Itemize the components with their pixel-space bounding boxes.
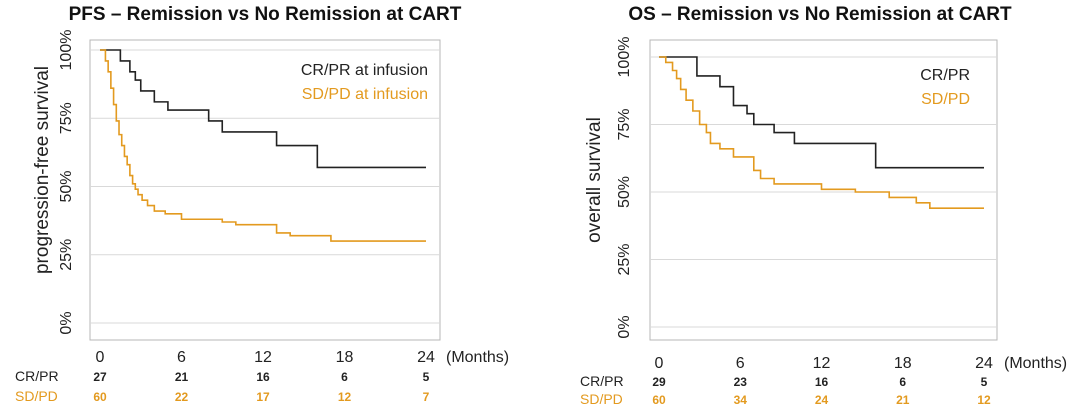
- risk-count: 17: [256, 390, 270, 404]
- y-tick-label: 0%: [616, 315, 633, 338]
- km-curve-sd-pd: [100, 49, 426, 242]
- risk-count: 24: [815, 393, 829, 407]
- km-curve-cr-pr: [100, 49, 426, 169]
- legend-entry-sd-pd: SD/PD at infusion: [302, 86, 428, 103]
- risk-count: 16: [256, 370, 270, 384]
- x-tick-label: 18: [894, 355, 912, 372]
- risk-count: 5: [423, 370, 430, 384]
- y-tick-label: 75%: [616, 108, 633, 140]
- chart-panel-os: OS – Remission vs No Remission at CART 0%…: [580, 4, 1067, 407]
- x-tick-label: 0: [96, 349, 105, 366]
- y-tick-label: 100%: [616, 37, 633, 78]
- risk-row-label: SD/PD: [580, 391, 623, 407]
- x-tick-label: 12: [254, 349, 272, 366]
- km-curve-sd-pd: [659, 56, 984, 209]
- x-axis-unit-label: (Months): [446, 349, 509, 366]
- risk-count: 7: [423, 390, 430, 404]
- plot-frame: [89, 39, 441, 341]
- risk-row-label: SD/PD: [15, 388, 58, 404]
- chart-panel-pfs: PFS – Remission vs No Remission at CART 0…: [15, 4, 509, 404]
- risk-count: 34: [734, 393, 748, 407]
- risk-count: 6: [341, 370, 348, 384]
- risk-count: 21: [175, 370, 189, 384]
- risk-row-label: CR/PR: [15, 368, 59, 384]
- chart-title: PFS – Remission vs No Remission at CART: [69, 4, 462, 25]
- risk-count: 23: [734, 375, 748, 389]
- legend-entry-cr-pr: CR/PR: [920, 67, 970, 84]
- risk-count: 22: [175, 390, 189, 404]
- plot-frame: [649, 39, 998, 341]
- y-axis-label: overall survival: [584, 117, 605, 243]
- x-tick-label: 6: [736, 355, 745, 372]
- x-tick-label: 24: [417, 349, 435, 366]
- y-tick-label: 50%: [58, 170, 75, 202]
- risk-count: 12: [338, 390, 352, 404]
- x-axis-unit-label: (Months): [1004, 355, 1067, 372]
- risk-count: 5: [981, 375, 988, 389]
- legend-entry-sd-pd: SD/PD: [921, 91, 970, 108]
- risk-count: 6: [899, 375, 906, 389]
- risk-count: 16: [815, 375, 829, 389]
- y-axis-label: progression-free survival: [32, 66, 53, 274]
- y-tick-label: 0%: [58, 311, 75, 334]
- y-tick-label: 25%: [58, 239, 75, 271]
- risk-count: 21: [896, 393, 910, 407]
- y-tick-label: 50%: [616, 176, 633, 208]
- y-tick-label: 25%: [616, 243, 633, 275]
- risk-count: 27: [93, 370, 107, 384]
- x-tick-label: 12: [813, 355, 831, 372]
- chart-title: OS – Remission vs No Remission at CART: [628, 4, 1012, 25]
- risk-count: 60: [93, 390, 107, 404]
- x-tick-label: 0: [655, 355, 664, 372]
- km-curve-cr-pr: [659, 56, 984, 169]
- x-tick-label: 6: [177, 349, 186, 366]
- y-tick-label: 75%: [58, 102, 75, 134]
- risk-count: 60: [652, 393, 666, 407]
- x-tick-label: 24: [975, 355, 993, 372]
- risk-row-label: CR/PR: [580, 373, 624, 389]
- x-tick-label: 18: [336, 349, 354, 366]
- risk-count: 12: [977, 393, 991, 407]
- legend-entry-cr-pr: CR/PR at infusion: [301, 62, 428, 79]
- y-tick-label: 100%: [58, 30, 75, 71]
- risk-count: 29: [652, 375, 666, 389]
